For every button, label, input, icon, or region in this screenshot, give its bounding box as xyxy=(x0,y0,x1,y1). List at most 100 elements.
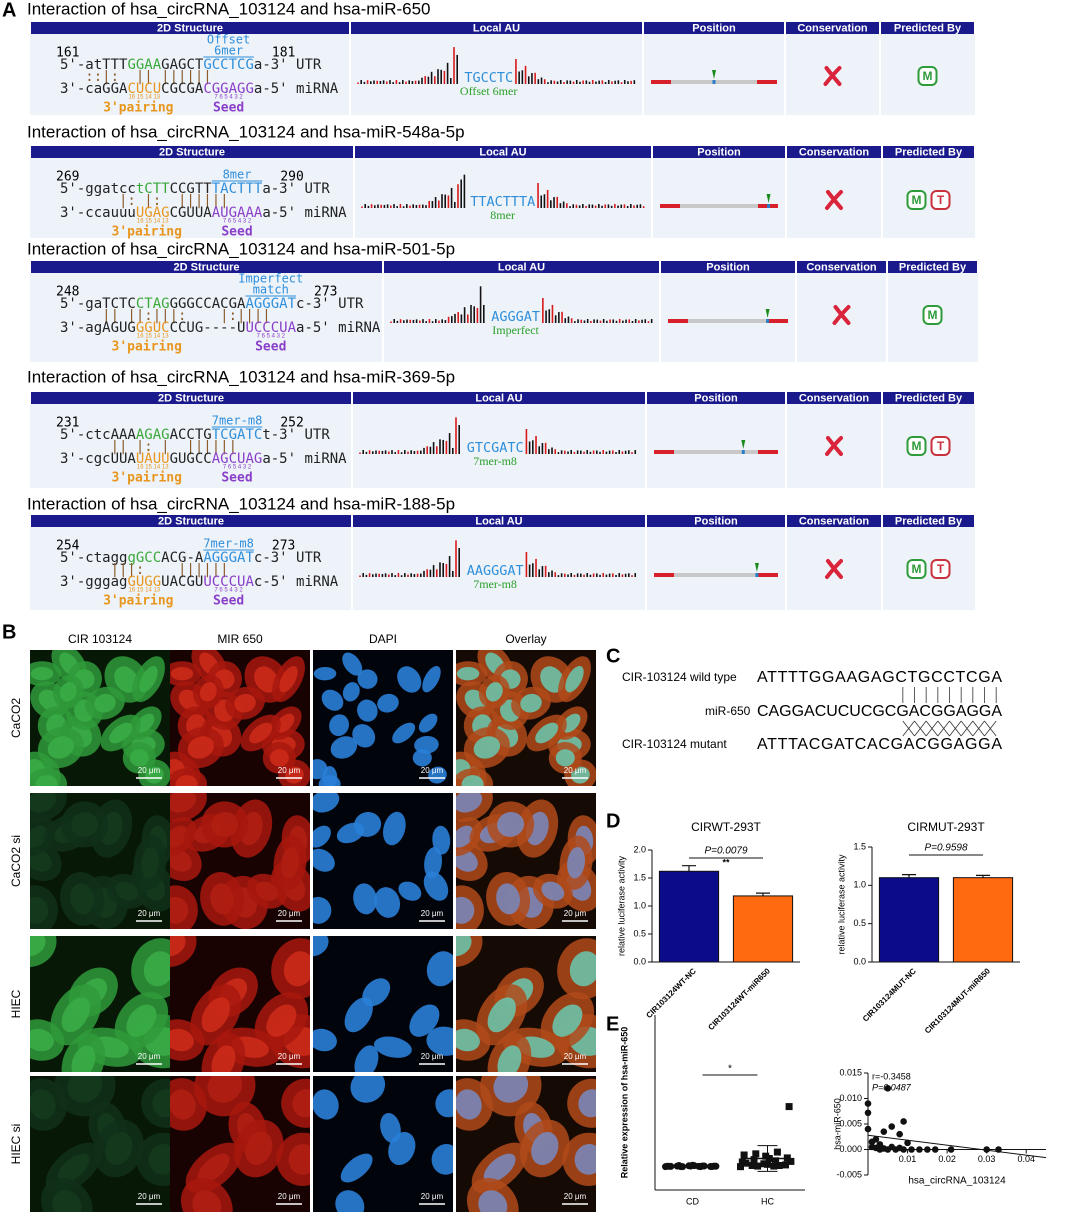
site-marker xyxy=(754,563,759,572)
scale-bar-label: 20 μm xyxy=(278,766,301,775)
sequence-part: a-5' miRNA xyxy=(254,81,339,97)
sequence: 3'-caGGACUCUCGCGACGGAGGa-5' miRNA xyxy=(60,81,339,97)
data-point xyxy=(782,1161,789,1169)
header-cell xyxy=(883,392,974,404)
micrograph xyxy=(456,793,596,929)
y-tick-label: 0.5 xyxy=(853,918,866,928)
cell-nucleus xyxy=(531,1131,559,1166)
not-conserved xyxy=(825,436,843,456)
interaction-title: Interaction of hsa_circRNA_103124 and hs… xyxy=(27,122,465,141)
header-label: Conservation xyxy=(797,22,868,34)
site-type: 7mer-m8 xyxy=(212,414,263,428)
cell-nucleus xyxy=(234,693,256,713)
column-header: CIR 103124 xyxy=(68,632,132,646)
cell-nucleus xyxy=(313,936,329,957)
data-point xyxy=(904,1139,911,1147)
cell-nucleus xyxy=(342,652,363,676)
cell-nucleus xyxy=(35,775,58,786)
y-axis-label: relative luciferase activity xyxy=(836,854,846,955)
au-sequence: AAGGGAT xyxy=(467,563,524,579)
cell-nucleus xyxy=(47,736,75,759)
cell-nucleus xyxy=(199,682,217,702)
row-label: HIEC xyxy=(9,989,23,1018)
pairing-marks: || |: | |||||| xyxy=(60,439,237,455)
sequence-part: 5'-atTTT xyxy=(60,57,128,73)
cell-nucleus xyxy=(313,759,328,780)
data-point xyxy=(947,1146,955,1153)
y-tick-label: 1.5 xyxy=(853,841,866,851)
cell-nucleus xyxy=(374,887,401,918)
site-type: 7mer-m8 xyxy=(203,537,254,551)
panel-letter: A xyxy=(2,0,16,21)
cell-nucleus xyxy=(571,766,590,784)
data-point xyxy=(740,1151,748,1159)
end-position: 252 xyxy=(280,416,303,431)
sequence-part: CTAG xyxy=(136,296,170,312)
cell-nucleus xyxy=(313,848,335,872)
p-value: P=0.0079 xyxy=(704,846,748,857)
data-point xyxy=(762,1152,770,1160)
cell-nucleus xyxy=(398,881,422,901)
predictor-label: M xyxy=(928,308,938,322)
sequence-part: TACTTT xyxy=(212,181,263,197)
y-tick-label: 1.0 xyxy=(853,880,866,890)
cell-nucleus xyxy=(201,997,230,1033)
cell-nucleus xyxy=(170,666,194,681)
content-background xyxy=(30,527,975,610)
cell-nucleus xyxy=(30,825,48,848)
seed-positions: 7 6 5 4 3 2 xyxy=(214,95,243,101)
significance-stars: ** xyxy=(722,857,730,867)
not-conserved xyxy=(832,305,851,325)
predictor-badge xyxy=(930,559,951,579)
data-point xyxy=(770,1162,778,1170)
sequence: 3'-gggagGUGGUACGUUCCCUAc-5' miRNA xyxy=(60,574,339,590)
cell-nucleus xyxy=(170,1089,196,1120)
pairing-label: 3'pairing xyxy=(112,340,182,355)
cell-nucleus xyxy=(70,883,94,915)
header-label: Local AU xyxy=(473,22,520,34)
header-label: Predicted By xyxy=(894,22,962,34)
cell-nucleus xyxy=(285,766,304,784)
pairing-positions: 16 15 14 13 xyxy=(137,219,169,225)
sequence-part: UCCCUA xyxy=(245,320,296,336)
header-cell xyxy=(787,146,881,158)
header-cell xyxy=(384,261,659,273)
header-cell xyxy=(888,261,977,273)
scale-bar-label: 20 μm xyxy=(138,1192,161,1201)
site-marker xyxy=(766,194,771,203)
sequence-part: 3'-gggag xyxy=(60,574,127,590)
sequence-part: ACG-A xyxy=(161,550,204,566)
y-tick-label: 0.0 xyxy=(853,956,866,966)
predictor-badge xyxy=(922,305,943,325)
cell-nucleus xyxy=(426,951,453,987)
cell-nucleus xyxy=(148,1144,170,1175)
scale-bar-label: 20 μm xyxy=(278,1192,301,1201)
site-type: Imperfect xyxy=(238,272,303,286)
sequence-part: 5'-ctagg xyxy=(60,550,127,566)
sequence-part: TCGATC xyxy=(212,427,263,443)
site-marker xyxy=(712,70,716,79)
panel-letter: C xyxy=(606,645,620,667)
micrograph xyxy=(313,1076,453,1212)
data-point xyxy=(864,1125,872,1133)
cell-nucleus xyxy=(313,793,340,813)
scale-bar-label: 20 μm xyxy=(564,1192,587,1201)
site-type: Offset xyxy=(207,33,250,47)
sequence: 5'-ctcAAAAGAGACCTGTCGATCt-3' UTR xyxy=(60,427,330,443)
pairing-marks: || ||:|||: |:|||| xyxy=(60,308,271,324)
seed-label: Seed xyxy=(213,101,244,116)
sequence: CAGGACUCUCGCGACGGAGGA xyxy=(757,703,1002,720)
column-header: DAPI xyxy=(369,632,397,646)
sequence-part: GUGG xyxy=(127,574,161,590)
error-bar xyxy=(902,874,916,878)
y-tick-label: -0.005 xyxy=(836,1169,862,1179)
sequence: 5'-ctagggGCCACG-AAGGGATc-3' UTR xyxy=(60,550,322,566)
cell-nucleus xyxy=(57,1153,90,1183)
sequence-part: CCUG----U xyxy=(170,320,246,336)
sequence: ATTTACGATCACGACGGAGGA xyxy=(757,736,1002,753)
header-cell xyxy=(31,392,351,404)
pairing-marks: |||: |||||| xyxy=(60,562,229,578)
cell-nucleus xyxy=(357,669,378,689)
bar xyxy=(952,877,1014,963)
sequence-part: CCGTT xyxy=(170,181,213,197)
